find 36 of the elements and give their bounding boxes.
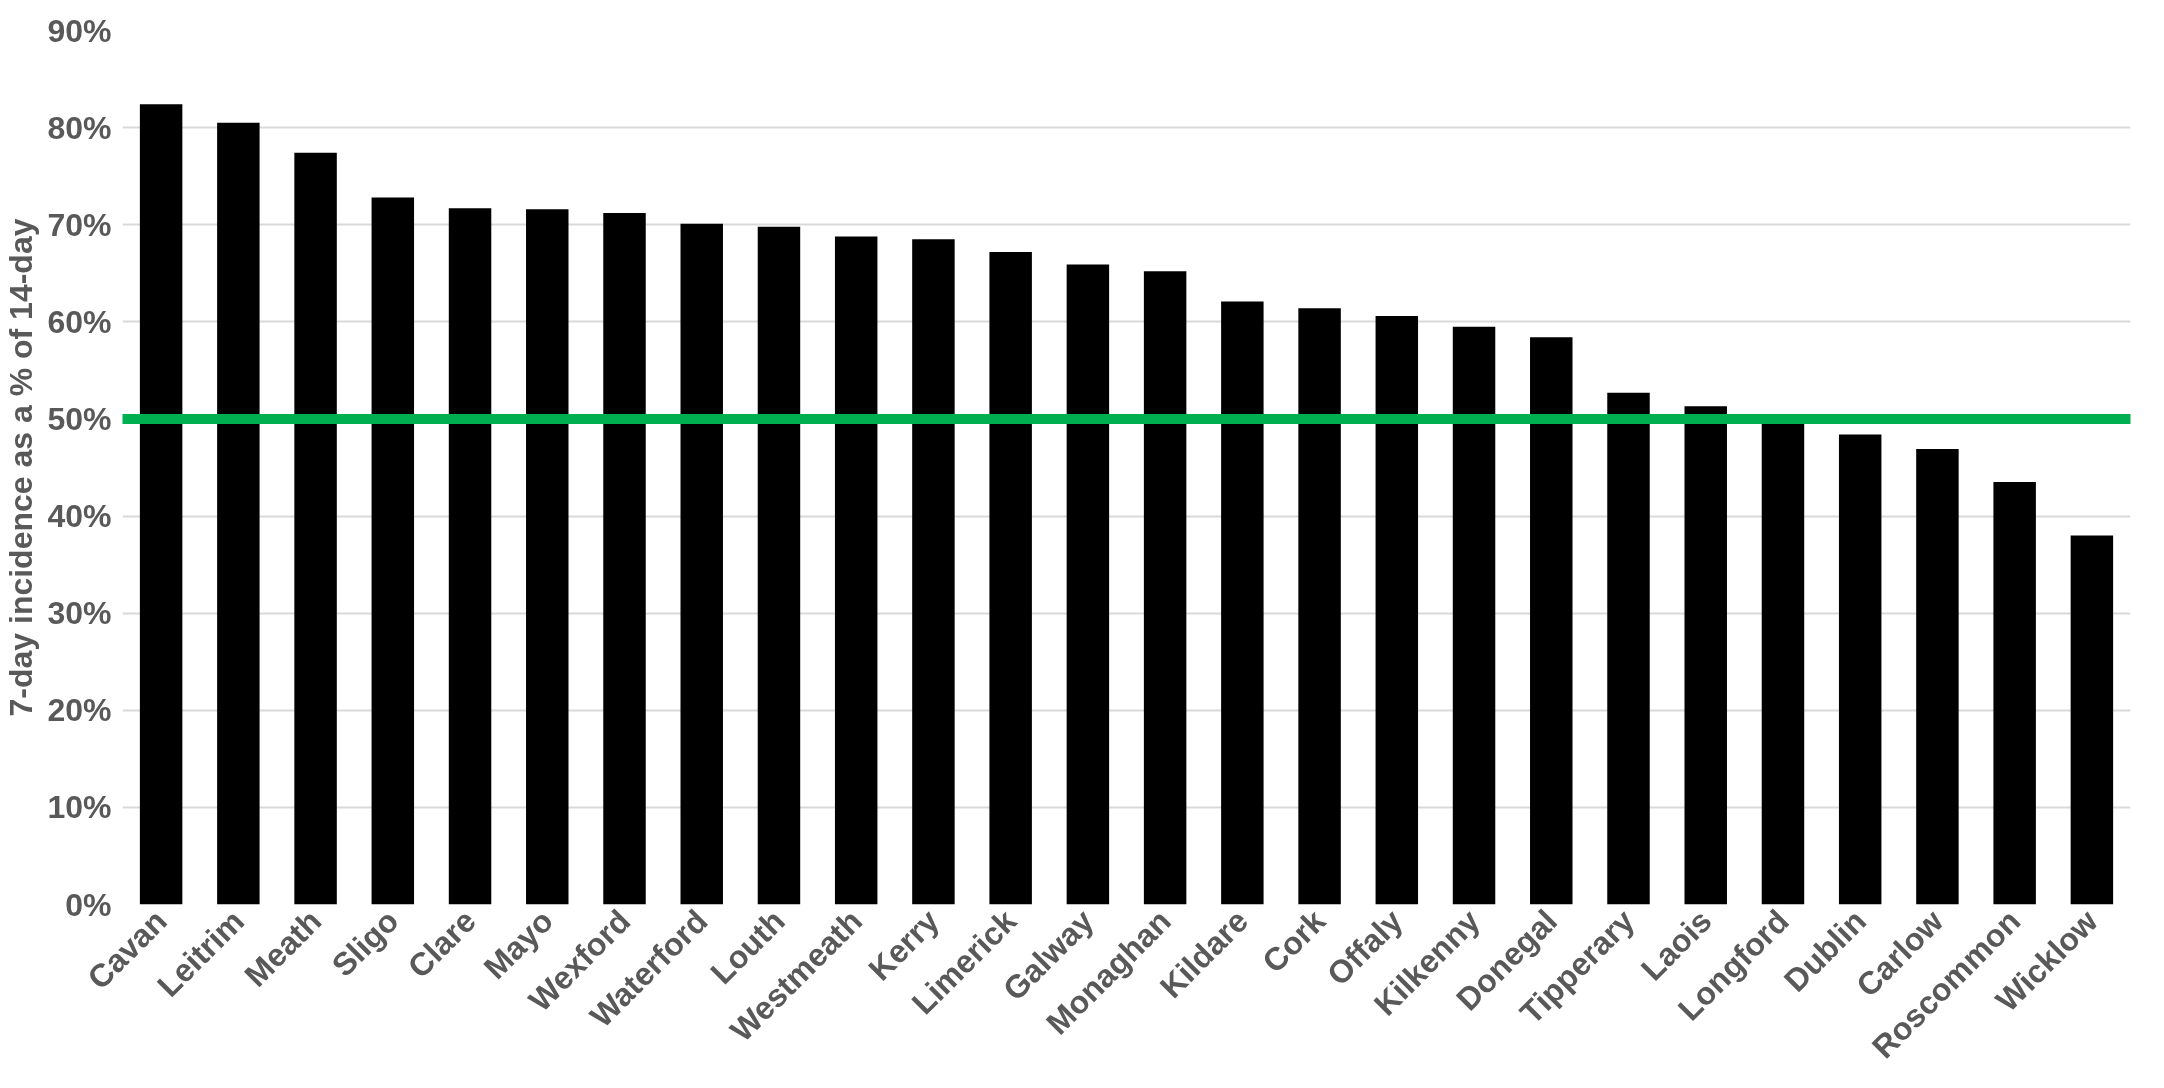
bar	[1143, 271, 1187, 905]
bar	[834, 236, 878, 905]
bar	[217, 122, 260, 905]
bar	[294, 152, 337, 905]
y-tick-label: 20%	[47, 692, 112, 729]
bar	[1375, 316, 1419, 905]
bar	[2070, 535, 2114, 905]
bar	[912, 239, 955, 905]
bar	[1684, 406, 1727, 905]
bar	[603, 213, 646, 905]
bar	[448, 208, 492, 905]
y-axis-title: 7-day incidence as a % of 14-day	[3, 218, 40, 717]
bar	[757, 226, 801, 905]
bar	[1452, 326, 1496, 905]
bar	[371, 197, 415, 905]
y-tick-label: 0%	[65, 886, 112, 923]
bar	[139, 104, 183, 905]
y-tick-label: 10%	[47, 789, 112, 826]
y-tick-label: 70%	[47, 206, 112, 243]
y-tick-label: 90%	[47, 12, 112, 49]
bar	[680, 223, 723, 905]
bar	[1530, 337, 1573, 905]
bar	[1993, 482, 2036, 905]
bar	[526, 209, 569, 905]
bar	[1607, 392, 1650, 905]
y-tick-label: 80%	[47, 109, 112, 146]
bar	[1838, 434, 1882, 905]
bar	[1298, 308, 1341, 905]
bar	[1066, 264, 1110, 905]
y-tick-label: 40%	[47, 498, 112, 535]
bar	[1221, 301, 1264, 905]
y-tick-label: 30%	[47, 595, 112, 632]
y-tick-label: 50%	[47, 400, 112, 437]
y-tick-label: 60%	[47, 303, 112, 340]
bar	[1916, 449, 1959, 905]
bar	[989, 251, 1032, 905]
